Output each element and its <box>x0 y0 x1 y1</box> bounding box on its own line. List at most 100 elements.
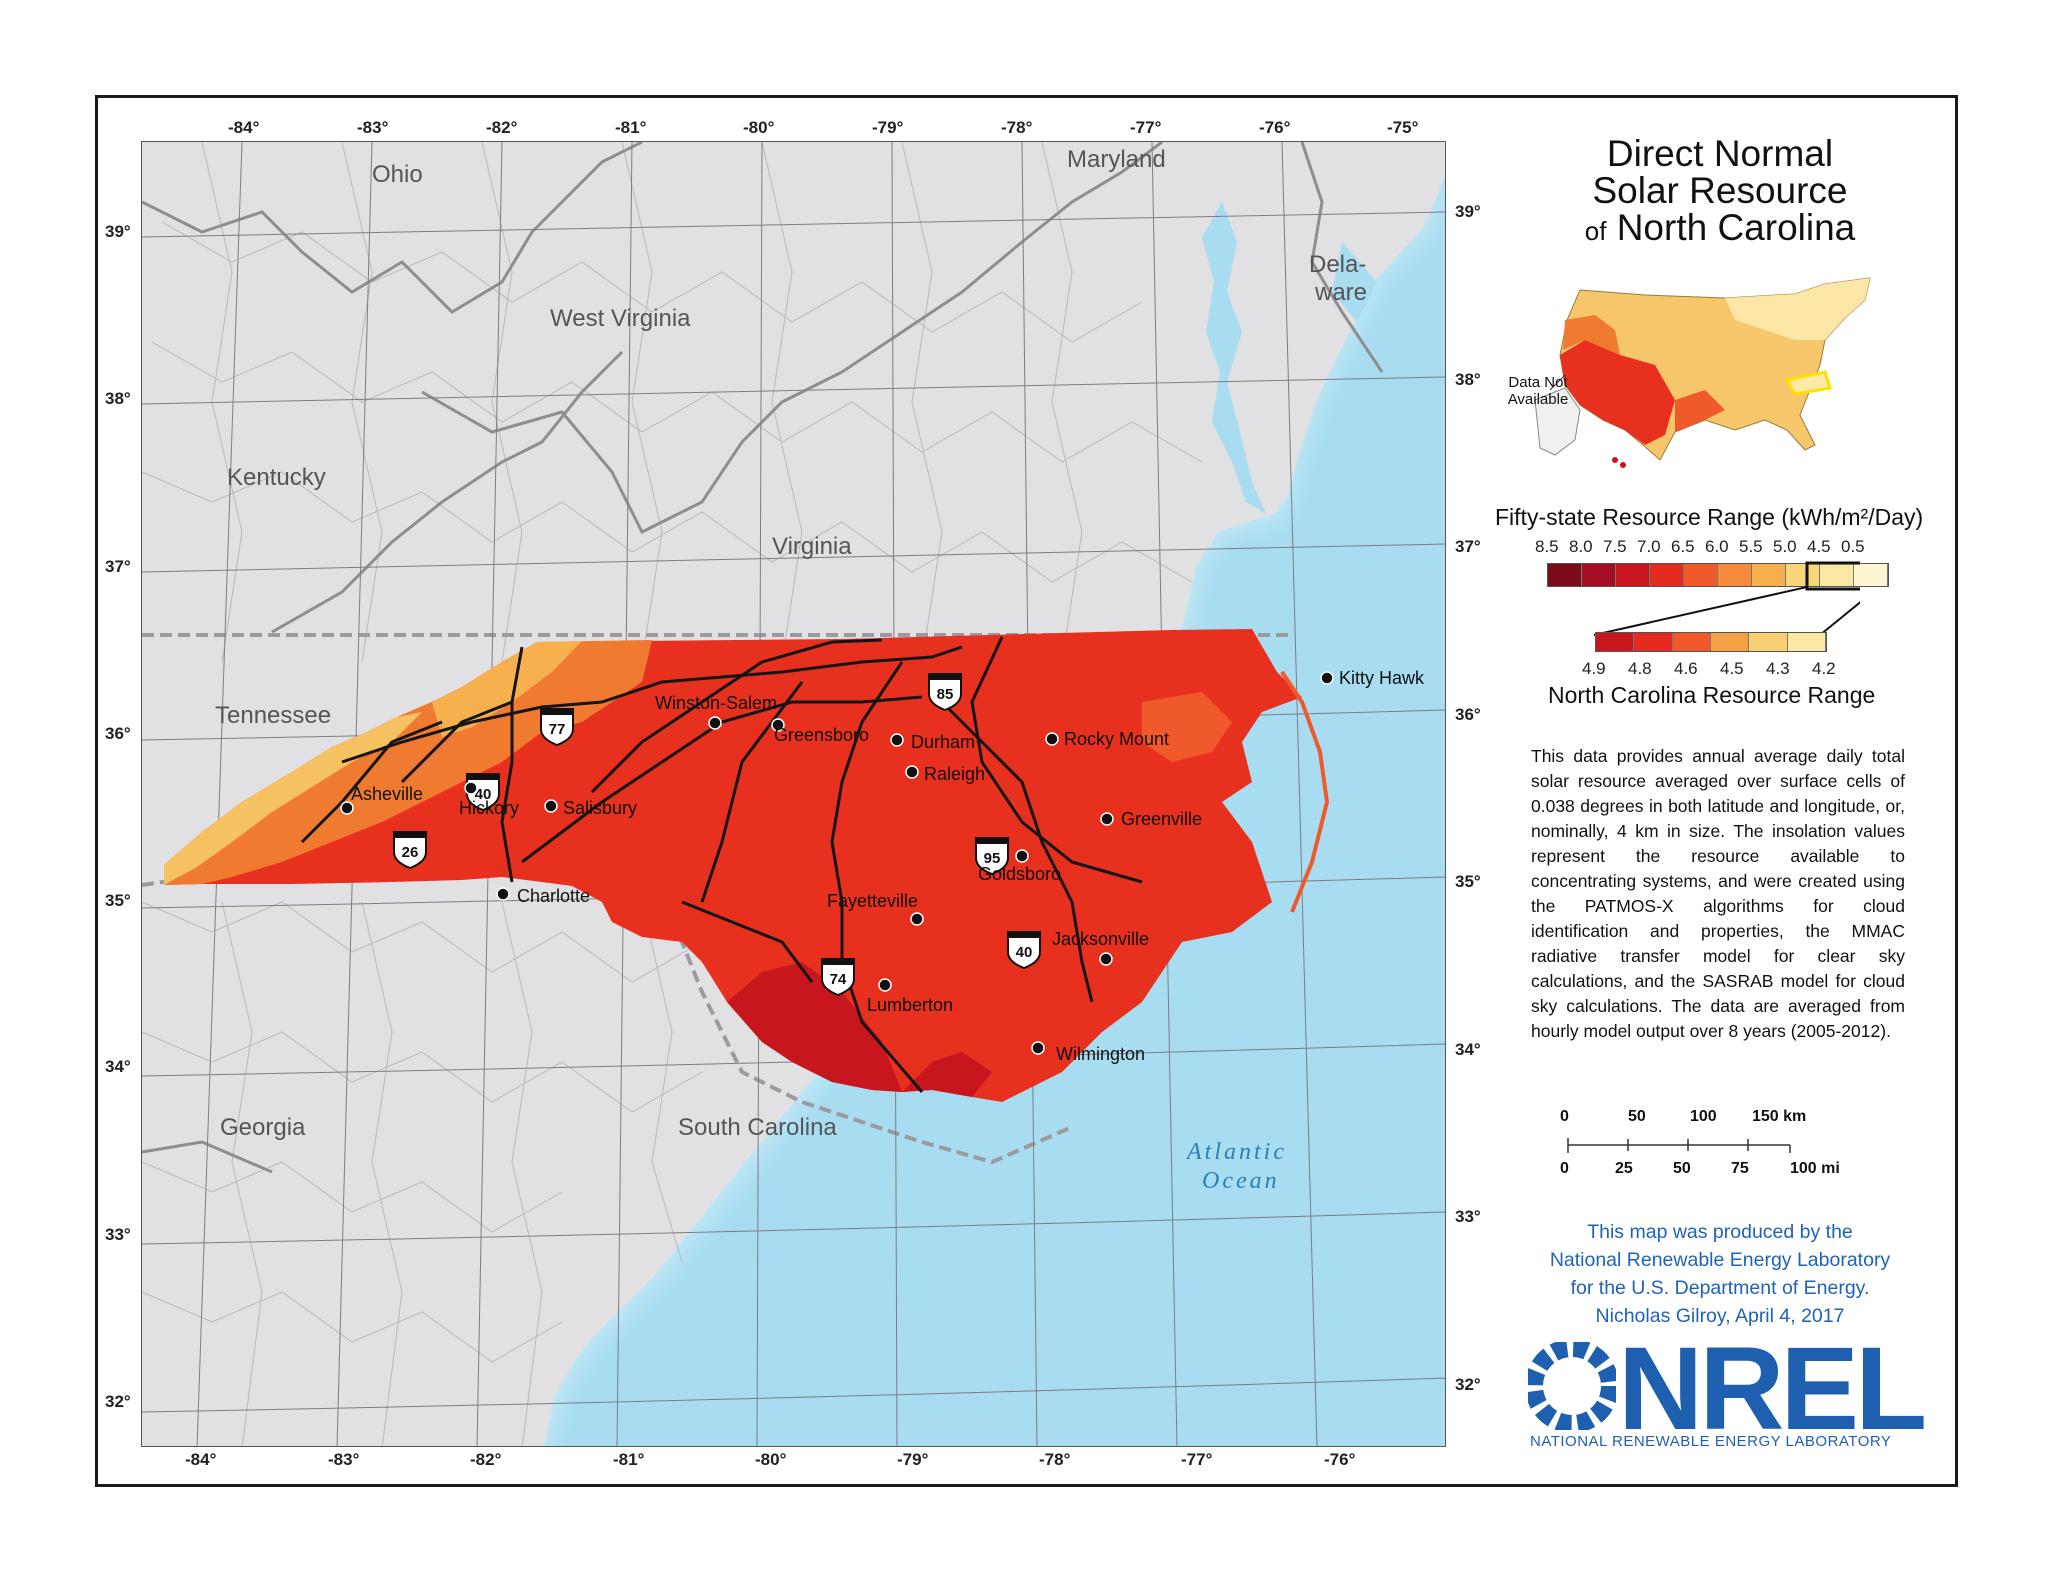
legend-value: 4.5 <box>1720 659 1744 678</box>
inset-not-available: Data Not Available <box>1503 374 1573 408</box>
city-marker <box>1320 671 1334 685</box>
shield-band <box>929 674 961 680</box>
city-marker <box>496 887 510 901</box>
legend-value: 7.0 <box>1637 537 1661 556</box>
shield-band <box>976 838 1008 844</box>
legend-value: 8.5 <box>1535 537 1559 556</box>
legend-value: 0.5 <box>1841 537 1865 556</box>
legend-value: 5.0 <box>1773 537 1797 556</box>
city-label: Durham <box>911 732 975 752</box>
legend-swatch <box>1749 633 1788 651</box>
outer-banks <box>1280 670 1330 913</box>
tick-left-latitude: 35° <box>105 891 131 910</box>
scale-km-value: 50 <box>1628 1108 1646 1125</box>
interstate-number: 74 <box>830 971 847 988</box>
nrel-logo-subtitle: NATIONAL RENEWABLE ENERGY LABORATORY <box>1530 1433 1892 1450</box>
city-label: Goldsboro <box>978 864 1061 884</box>
title-line-3: of North Carolina <box>1530 209 1910 250</box>
scale-mi-value: 25 <box>1615 1160 1633 1177</box>
credit-line-4: Nicholas Gilroy, April 4, 2017 <box>1595 1305 1845 1327</box>
tick-top-longitude: -78° <box>1001 118 1033 137</box>
tick-bottom-longitude: -77° <box>1181 1450 1213 1469</box>
tick-right-latitude: 33° <box>1455 1207 1481 1226</box>
state-borders <box>142 142 1384 1174</box>
tick-top-longitude: -80° <box>743 118 775 137</box>
credit-line-1: This map was produced by the <box>1587 1221 1853 1243</box>
legend-swatch <box>1596 633 1635 651</box>
legend-swatch <box>1548 564 1582 586</box>
scale-mi-value: 75 <box>1731 1160 1749 1177</box>
tick-top-longitude: -79° <box>872 118 904 137</box>
nc-foothill-resource <box>432 641 582 737</box>
legend-swatch <box>1718 564 1752 586</box>
scale-km-value: 150 km <box>1752 1108 1807 1125</box>
legend-swatch <box>1787 633 1826 651</box>
not-available-line-1: Data Not <box>1508 374 1568 391</box>
city-marker <box>910 912 924 926</box>
tick-top-longitude: -82° <box>486 118 518 137</box>
nc-mountain-resource <box>164 640 652 885</box>
city-label: Charlotte <box>517 886 590 906</box>
state-west-virginia: West Virginia <box>550 305 691 332</box>
nc-color-bar <box>1595 632 1827 652</box>
map-frame <box>95 95 1958 1487</box>
city-marker <box>708 716 722 730</box>
state-labels: Ohio Maryland Dela- ware West Virginia K… <box>215 146 1367 1141</box>
city-label: Salisbury <box>563 798 637 818</box>
state-virginia: Virginia <box>772 533 852 560</box>
tick-bottom-longitude: -81° <box>613 1450 645 1469</box>
interstate-shields: 85 77 40 95 26 40 74 <box>393 673 1041 997</box>
interstate-shield <box>540 708 574 747</box>
legend-value: 4.5 <box>1807 537 1831 556</box>
state-tennessee: Tennessee <box>215 702 331 729</box>
legend-swatch <box>1634 633 1673 651</box>
tick-right-latitude: 32° <box>1455 1375 1481 1394</box>
tick-bottom-longitude: -76° <box>1324 1450 1356 1469</box>
nc-lowest-resource <box>164 712 422 885</box>
description-text: This data provides annual average daily … <box>1531 746 1905 1041</box>
legend-swatch <box>1786 564 1820 586</box>
shield-band <box>1008 932 1040 938</box>
city-label: Wilmington <box>1056 1044 1145 1064</box>
tick-left-latitude: 32° <box>105 1392 131 1411</box>
tick-right-latitude: 34° <box>1455 1040 1481 1059</box>
tick-left-latitude: 33° <box>105 1225 131 1244</box>
map-area[interactable]: Ohio Maryland Dela- ware West Virginia K… <box>141 141 1446 1447</box>
fifty-state-title: Fifty-state Resource Range (kWh/m²/Day) <box>1495 504 1924 530</box>
shield-band <box>822 959 854 965</box>
legend-value: 5.5 <box>1739 537 1763 556</box>
interstate-shield <box>1007 931 1041 970</box>
legend-value: 4.6 <box>1674 659 1698 678</box>
legend-swatch <box>1684 564 1718 586</box>
state-kentucky: Kentucky <box>227 464 326 491</box>
legend-value: 7.5 <box>1603 537 1627 556</box>
tick-bottom-longitude: -83° <box>328 1450 360 1469</box>
tick-left-latitude: 39° <box>105 222 131 241</box>
us-southwest-high <box>1560 340 1675 445</box>
city-label: Hickory <box>459 798 519 818</box>
interstate-shield <box>393 831 427 870</box>
tick-top-longitude: -84° <box>228 118 260 137</box>
scale-mi-value: 100 mi <box>1790 1160 1840 1177</box>
tick-top-longitude: -83° <box>357 118 389 137</box>
legend-value: 4.9 <box>1582 659 1606 678</box>
credit-line-2: National Renewable Energy Laboratory <box>1549 1249 1891 1271</box>
delaware-bay <box>1332 242 1377 322</box>
city-marker <box>1099 952 1113 966</box>
tick-top-longitude: -81° <box>615 118 647 137</box>
city-label: Kitty Hawk <box>1339 668 1425 688</box>
state-maryland: Maryland <box>1067 146 1166 173</box>
city-label: Jacksonville <box>1052 929 1149 949</box>
tick-left-latitude: 34° <box>105 1057 131 1076</box>
county-lines <box>142 142 1203 1446</box>
hawaii-dot <box>1612 457 1618 463</box>
callout-line <box>1549 374 1566 391</box>
legend-value: 6.5 <box>1671 537 1695 556</box>
scale-mi-value: 50 <box>1673 1160 1691 1177</box>
city-marker <box>890 733 904 747</box>
legend-swatch <box>1820 564 1854 586</box>
legend-value: 4.3 <box>1766 659 1790 678</box>
nc-highest-resource <box>727 962 902 1092</box>
tick-top-longitude: -75° <box>1387 118 1419 137</box>
city-label: Raleigh <box>924 764 985 784</box>
